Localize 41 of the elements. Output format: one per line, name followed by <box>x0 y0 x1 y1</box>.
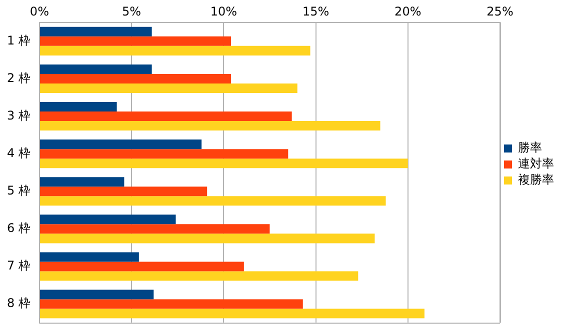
bar <box>40 102 117 112</box>
bar <box>40 74 232 84</box>
bar <box>40 149 288 159</box>
bar <box>40 64 152 74</box>
bar <box>40 290 154 300</box>
bar <box>40 262 244 272</box>
bar <box>40 186 208 196</box>
legend-label: 勝率 <box>518 140 542 155</box>
bar <box>40 26 152 36</box>
bar <box>40 271 358 281</box>
bar <box>40 252 139 262</box>
bar <box>40 299 303 309</box>
bar <box>40 234 375 244</box>
legend-label: 複勝率 <box>518 172 554 187</box>
y-tick-label: 5 枠 <box>6 184 30 198</box>
bar <box>40 196 386 206</box>
y-tick-label: 2 枠 <box>6 70 30 85</box>
y-tick-label: 3 枠 <box>6 108 30 122</box>
x-tick-label: 25% <box>486 4 514 18</box>
bar <box>40 140 202 150</box>
bar <box>40 83 298 93</box>
y-tick-label: 7 枠 <box>6 258 30 273</box>
x-tick-label: 0% <box>30 4 49 18</box>
bar <box>40 308 424 318</box>
legend-label: 連対率 <box>518 156 554 171</box>
bar <box>40 112 292 122</box>
x-tick-label: 5% <box>122 4 142 18</box>
y-tick-label: 6 枠 <box>6 221 30 236</box>
y-tick-label: 1 枠 <box>6 33 30 48</box>
bar <box>40 224 270 234</box>
bar <box>40 36 232 46</box>
bar <box>40 46 310 56</box>
y-tick-label: 4 枠 <box>6 146 30 160</box>
y-tick-label: 8 枠 <box>6 296 30 310</box>
x-tick-label: 15% <box>302 4 330 18</box>
bar <box>40 158 408 168</box>
x-tick-label: 10% <box>210 4 238 18</box>
bar <box>40 214 176 224</box>
bar <box>40 177 124 187</box>
x-tick-label: 20% <box>394 4 422 18</box>
bar <box>40 121 380 131</box>
